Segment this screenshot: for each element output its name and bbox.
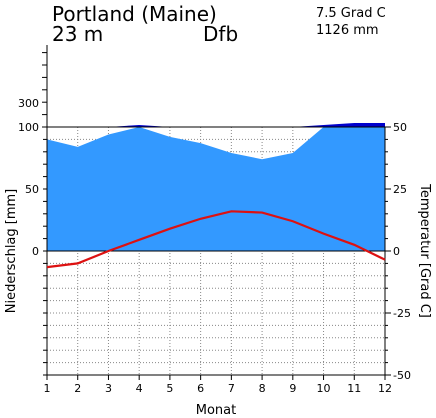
- right-tick-label: 0: [393, 245, 400, 258]
- right-tick-label: -50: [393, 369, 411, 382]
- right-axis-label: Temperatur [Grad C]: [417, 183, 432, 318]
- right-tick-label: 25: [393, 183, 407, 196]
- axes: [42, 45, 391, 380]
- left-tick-label: 50: [25, 183, 39, 196]
- x-tick-label: 2: [74, 382, 81, 395]
- x-tick-label: 1: [44, 382, 51, 395]
- mean-temperature: 7.5 Grad C: [316, 6, 386, 21]
- right-tick-label: -25: [393, 307, 411, 320]
- station-elevation: 23 m: [52, 22, 104, 46]
- left-tick-label: 300: [18, 97, 39, 110]
- x-tick-label: 6: [197, 382, 204, 395]
- x-tick-label: 3: [105, 382, 112, 395]
- left-axis-label: Niederschlag [mm]: [4, 189, 19, 314]
- x-tick-label: 8: [259, 382, 266, 395]
- annual-precipitation: 1126 mm: [316, 23, 379, 38]
- x-tick-label: 11: [347, 382, 361, 395]
- x-tick-label: 12: [378, 382, 392, 395]
- right-tick-label: 50: [393, 121, 407, 134]
- precipitation-area: [47, 127, 385, 251]
- station-name: Portland (Maine): [52, 2, 217, 26]
- x-tick-label: 5: [166, 382, 173, 395]
- left-tick-label: 100: [18, 121, 39, 134]
- precipitation-excess: [47, 123, 385, 127]
- x-tick-label: 9: [289, 382, 296, 395]
- x-tick-label: 10: [317, 382, 331, 395]
- x-tick-label: 4: [136, 382, 143, 395]
- temperature-line: [46, 210, 386, 269]
- left-tick-label: 0: [32, 245, 39, 258]
- x-tick-label: 7: [228, 382, 235, 395]
- x-axis-label: Monat: [196, 403, 236, 418]
- climate-class: Dfb: [203, 22, 239, 46]
